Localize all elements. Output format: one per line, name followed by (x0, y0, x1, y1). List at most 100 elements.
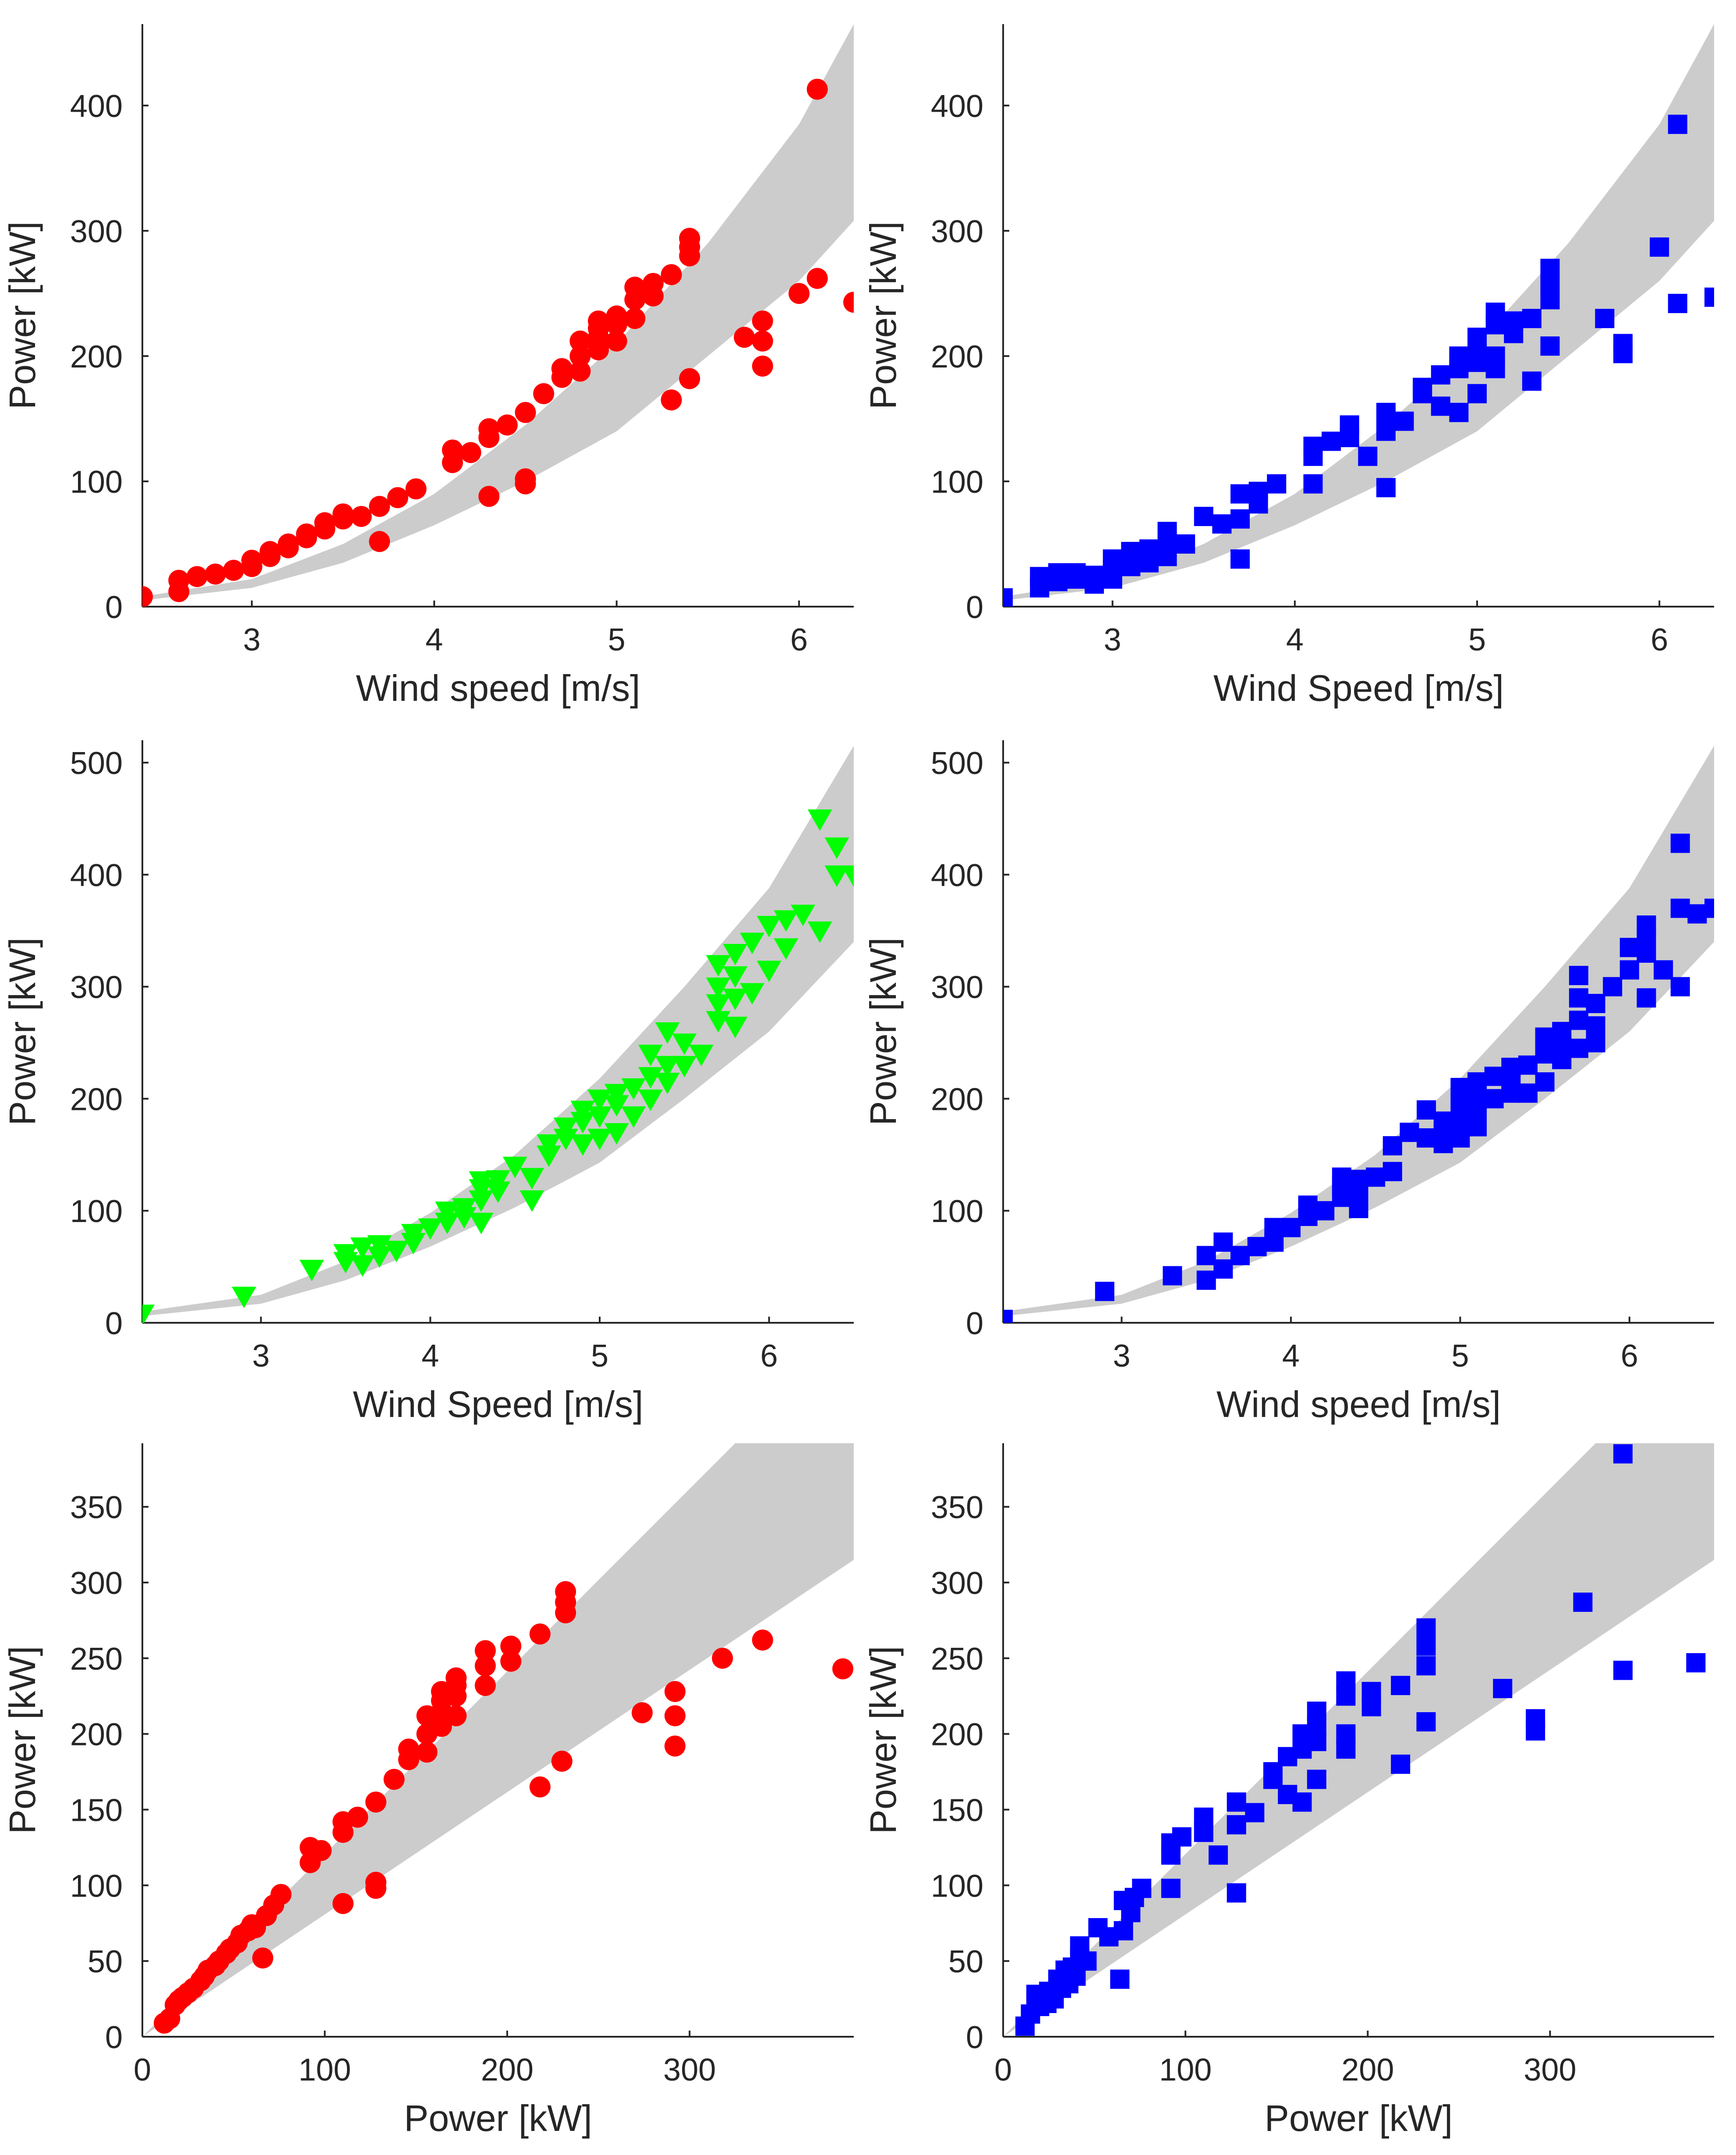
data-point (1248, 481, 1268, 501)
data-point (452, 1198, 477, 1220)
data-point (142, 586, 153, 607)
y-tick-label: 200 (70, 339, 123, 374)
data-point (588, 310, 609, 332)
data-point (1518, 1055, 1538, 1075)
data-point (638, 1089, 663, 1111)
y-tick-label: 400 (70, 89, 123, 124)
data-point (621, 1078, 646, 1100)
data-point (478, 486, 500, 507)
data-point (806, 78, 828, 100)
data-point (774, 938, 799, 960)
data-point (1003, 588, 1013, 607)
data-point (1569, 988, 1588, 1008)
data-point (1654, 960, 1673, 980)
data-point (1194, 1807, 1213, 1827)
data-point (1003, 1310, 1013, 1323)
y-tick-label: 350 (931, 1490, 983, 1525)
chart-bottom-left: 0 100 200 300 0 50 100 150 200 250 300 350 Power [kW… (2, 1443, 854, 2139)
data-point (1264, 1218, 1284, 1237)
data-point (655, 1022, 680, 1044)
data-point (1085, 574, 1104, 594)
data-point (500, 1650, 522, 1672)
data-point (757, 961, 781, 982)
y-tick-label: 350 (70, 1490, 123, 1525)
data-markers (142, 809, 854, 1323)
data-point (824, 837, 849, 859)
data-point (1298, 1195, 1318, 1215)
data-point (1157, 522, 1177, 541)
data-point (606, 330, 627, 352)
y-axis-label: Power [kW] (2, 221, 43, 409)
data-point (232, 1286, 256, 1308)
data-point (788, 283, 810, 304)
data-point (1336, 1671, 1356, 1691)
data-point (1595, 309, 1615, 329)
data-point (445, 1667, 467, 1689)
data-point (332, 503, 354, 525)
data-point (1163, 1266, 1182, 1286)
data-point (365, 1872, 387, 1893)
data-point (469, 1171, 494, 1193)
x-tick-label: 100 (1159, 2053, 1212, 2088)
data-point (1400, 1123, 1419, 1142)
chart-middle-left: 3 4 5 6 0 100 200 300 400 500 Wind Speed [m/s] Powe… (2, 740, 854, 1425)
data-point (1526, 1709, 1545, 1729)
data-point (460, 442, 481, 463)
data-point (1687, 904, 1707, 924)
data-point (1569, 966, 1588, 986)
data-point (661, 389, 682, 411)
confidence-band (1003, 1443, 1714, 2037)
data-point (1212, 514, 1232, 534)
data-point (1417, 1100, 1436, 1120)
y-tick-label: 0 (105, 590, 123, 625)
x-tick-label: 4 (421, 1339, 439, 1374)
data-point (1637, 915, 1656, 935)
data-point (723, 966, 748, 988)
data-point (387, 487, 408, 509)
data-point (1670, 977, 1690, 996)
data-point (252, 1947, 273, 1969)
data-point (1349, 1199, 1368, 1219)
x-tick-label: 3 (252, 1339, 270, 1374)
data-point (1552, 1022, 1572, 1041)
data-point (1535, 1044, 1555, 1064)
data-point (398, 1738, 419, 1760)
data-point (1613, 334, 1633, 353)
data-point (486, 1181, 510, 1203)
data-point (824, 865, 849, 887)
data-point (752, 330, 773, 352)
data-point (1501, 1057, 1521, 1077)
data-point (1637, 943, 1656, 963)
data-point (624, 308, 646, 329)
data-point (474, 1640, 496, 1661)
data-point (1603, 977, 1623, 996)
data-point (529, 1623, 551, 1645)
data-point (350, 1237, 375, 1259)
data-point (486, 1170, 510, 1192)
data-point (1704, 898, 1714, 918)
data-point (664, 1735, 686, 1757)
data-point (270, 1884, 292, 1905)
y-tick-label: 0 (966, 2020, 983, 2055)
data-point (416, 1742, 438, 1763)
data-point (553, 1128, 578, 1150)
data-point (604, 1095, 629, 1117)
x-tick-label: 300 (663, 2053, 716, 2088)
data-point (442, 439, 463, 461)
x-tick-label: 5 (1468, 622, 1486, 657)
x-tick-label: 6 (760, 1339, 778, 1374)
data-point (1349, 1169, 1368, 1189)
data-point (706, 994, 731, 1016)
data-point (604, 1084, 629, 1106)
data-point (168, 569, 190, 591)
data-point (347, 1806, 368, 1828)
x-axis-label: Power [kW] (404, 2098, 592, 2139)
x-tick-label: 5 (591, 1339, 608, 1374)
data-point (1485, 302, 1505, 322)
x-axis-label: Wind speed [m/s] (356, 668, 640, 709)
x-tick-label: 5 (608, 622, 626, 657)
data-point (384, 1240, 409, 1262)
y-tick-label: 400 (931, 89, 983, 124)
data-point (661, 264, 682, 286)
data-point (435, 1201, 460, 1223)
